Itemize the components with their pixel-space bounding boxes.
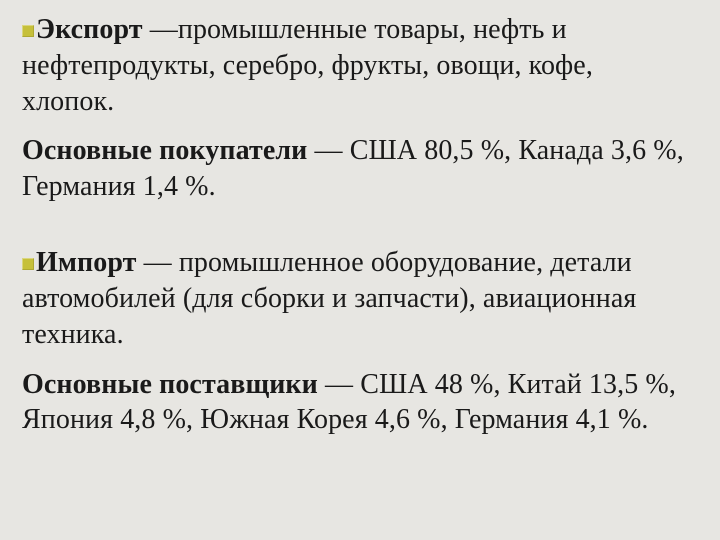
suppliers-heading: Основные поставщики xyxy=(22,369,318,400)
suppliers-paragraph: Основные поставщики — США 48 %, Китай 13… xyxy=(22,367,692,439)
square-bullet-icon xyxy=(22,258,34,270)
buyers-paragraph: Основные покупатели — США 80,5 %, Канада… xyxy=(22,133,692,205)
import-paragraph: Импорт — промышленное оборудование, дета… xyxy=(22,245,692,352)
export-dash: — xyxy=(143,14,178,45)
export-heading: Экспорт xyxy=(36,14,143,45)
export-paragraph: Экспорт —промышленные товары, нефть и не… xyxy=(22,12,692,119)
square-bullet-icon xyxy=(22,25,34,37)
import-heading: Импорт xyxy=(36,247,137,278)
buyers-heading: Основные покупатели xyxy=(22,135,307,166)
slide: Экспорт —промышленные товары, нефть и не… xyxy=(0,0,720,540)
